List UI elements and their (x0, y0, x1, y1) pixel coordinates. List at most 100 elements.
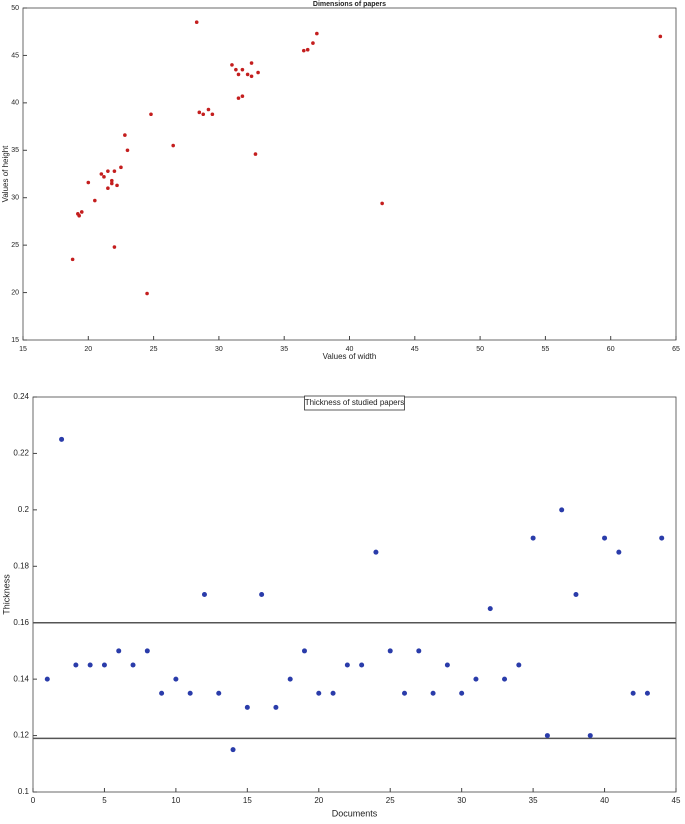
data-point (112, 245, 117, 249)
data-point (249, 61, 254, 65)
y-tick-label: 0.16 (13, 618, 29, 627)
data-point (119, 165, 123, 170)
x-tick-label: 20 (314, 796, 323, 805)
data-point (210, 112, 215, 117)
y-tick-label: 20 (11, 289, 19, 296)
data-point (123, 133, 127, 137)
data-point (86, 180, 91, 185)
data-point (201, 592, 207, 597)
data-point (59, 436, 65, 442)
data-point (73, 662, 79, 668)
plot-area (22, 7, 677, 341)
data-point (658, 34, 663, 39)
y-tick-label: 50 (11, 5, 19, 12)
y-tick-label: 0.22 (13, 449, 29, 458)
data-point (373, 549, 379, 555)
x-tick-label: 10 (171, 796, 180, 805)
chart-title: Dimensions of papers (313, 1, 386, 8)
x-axis-label: Values of width (323, 352, 377, 361)
data-point (102, 175, 106, 179)
y-tick-label: 15 (11, 337, 19, 344)
data-point (116, 648, 122, 654)
y-tick-label: 0.24 (13, 392, 29, 401)
data-point (149, 112, 153, 117)
x-tick-label: 25 (150, 346, 158, 353)
x-tick-label: 20 (84, 346, 92, 353)
chart-title: Thickness of studied papers (305, 398, 405, 407)
x-tick-label: 25 (386, 796, 395, 805)
data-point (253, 152, 258, 156)
data-point (87, 662, 93, 668)
data-point (344, 662, 350, 668)
data-point (79, 210, 84, 214)
data-point (305, 47, 310, 52)
y-tick-label: 25 (11, 242, 19, 249)
x-tick-label: 45 (411, 346, 419, 353)
x-tick-label: 55 (542, 346, 550, 353)
x-tick-label: 30 (215, 346, 223, 353)
title-box (304, 395, 405, 411)
y-axis-label: Thickness (1, 574, 11, 615)
data-point (206, 107, 211, 112)
data-point (106, 169, 110, 173)
data-point (236, 72, 241, 77)
data-point (112, 169, 117, 173)
data-point (240, 94, 245, 99)
data-point (201, 112, 206, 117)
data-point (573, 592, 579, 597)
data-point (106, 186, 110, 191)
data-point (301, 48, 306, 53)
x-tick-label: 35 (529, 796, 538, 805)
y-tick-label: 0.18 (13, 561, 29, 570)
data-point (644, 690, 650, 696)
data-point (459, 690, 465, 696)
data-point (630, 690, 636, 696)
data-point (301, 648, 307, 654)
data-point (234, 67, 238, 72)
data-point (197, 110, 202, 115)
data-point (145, 291, 149, 296)
data-point (240, 67, 245, 72)
data-point (70, 257, 75, 262)
data-point (230, 63, 234, 67)
y-tick-label: 0.14 (13, 674, 29, 683)
data-point (44, 676, 50, 682)
y-axis-label: Values of height (1, 145, 10, 203)
data-point (256, 70, 260, 75)
data-point (416, 648, 422, 654)
data-point (101, 662, 107, 668)
x-axis-label: Documents (332, 808, 378, 818)
data-point (115, 183, 119, 188)
data-point (616, 549, 622, 555)
data-point (244, 704, 250, 710)
data-point (171, 143, 175, 148)
y-tick-label: 40 (11, 100, 19, 107)
data-point (587, 733, 593, 739)
data-point (93, 198, 97, 203)
data-point (77, 213, 81, 218)
x-tick-label: 60 (607, 346, 615, 353)
data-point (187, 690, 193, 696)
data-point (502, 676, 508, 682)
y-tick-label: 0.1 (18, 787, 30, 796)
data-point (380, 201, 384, 206)
x-tick-label: 5 (102, 796, 107, 805)
y-tick-label: 35 (11, 147, 19, 154)
data-point (316, 690, 322, 696)
data-point (110, 181, 114, 186)
data-point (230, 747, 236, 753)
data-point (315, 31, 319, 36)
x-tick-label: 40 (600, 796, 609, 805)
data-point (516, 662, 522, 668)
data-point (430, 690, 436, 696)
data-point (273, 704, 279, 710)
data-point (387, 648, 393, 654)
data-point (402, 690, 408, 696)
data-point (359, 662, 365, 668)
x-tick-label: 65 (672, 346, 680, 353)
x-tick-label: 30 (457, 796, 466, 805)
data-point (259, 592, 265, 597)
x-tick-label: 35 (280, 346, 288, 353)
data-point (444, 662, 450, 668)
